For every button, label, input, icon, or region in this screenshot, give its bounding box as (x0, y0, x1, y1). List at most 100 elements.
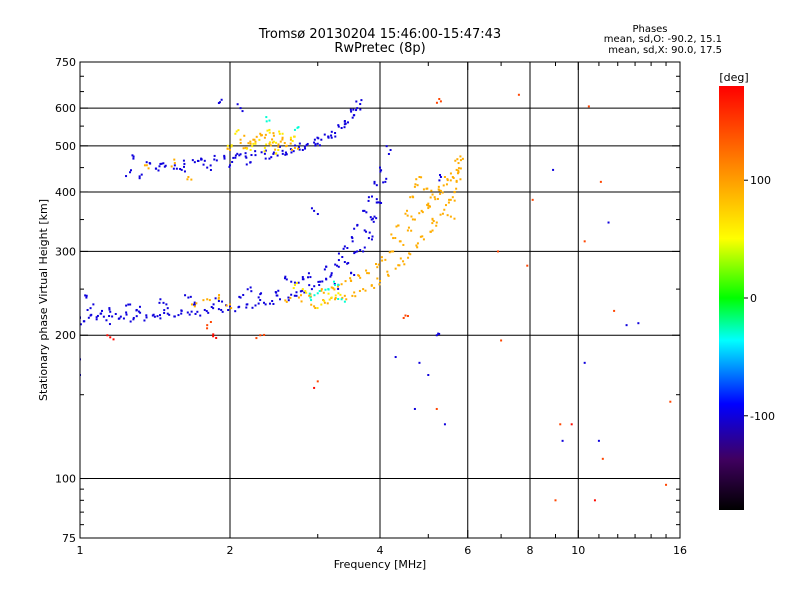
data-point-speckle (359, 108, 362, 111)
data-point-speckle (459, 167, 462, 170)
data-point (439, 189, 442, 192)
data-point (244, 155, 247, 158)
data-point (455, 180, 458, 183)
data-point (320, 138, 323, 141)
data-point (406, 229, 409, 232)
data-point-speckle (407, 256, 410, 259)
data-point-speckle (212, 333, 215, 336)
data-point-speckle (411, 195, 414, 198)
data-point (427, 202, 430, 205)
data-point-speckle (330, 134, 333, 137)
data-point-speckle (155, 167, 158, 170)
data-point (559, 423, 562, 426)
data-point-speckle (180, 312, 183, 315)
data-point-speckle (420, 176, 423, 179)
data-point (418, 361, 421, 364)
data-point-speckle (327, 288, 330, 291)
data-point-speckle (244, 152, 247, 155)
data-point-speckle (275, 152, 278, 155)
data-point-speckle (274, 148, 277, 151)
data-point-speckle (265, 116, 268, 119)
data-point (188, 313, 191, 316)
data-point-speckle (108, 307, 111, 310)
data-point-speckle (145, 164, 148, 167)
data-point-speckle (387, 152, 390, 155)
data-point-speckle (158, 165, 161, 168)
data-point-speckle (228, 165, 231, 168)
data-point-speckle (343, 126, 346, 129)
data-point-speckle (329, 275, 332, 278)
data-point (187, 296, 190, 299)
data-point-speckle (368, 231, 371, 234)
data-point-speckle (375, 198, 378, 201)
data-point (418, 175, 421, 178)
data-point-speckle (408, 252, 411, 255)
data-point-speckle (314, 143, 317, 146)
data-point-speckle (337, 124, 340, 127)
data-point (268, 119, 271, 122)
data-point (313, 141, 316, 144)
data-point-speckle (254, 150, 257, 153)
data-point-speckle (197, 159, 200, 162)
data-point-speckle (304, 147, 307, 150)
data-point (379, 166, 381, 169)
y-tick-label: 500 (55, 140, 76, 153)
data-point-speckle (278, 145, 281, 148)
data-point-speckle (119, 315, 122, 318)
data-point-speckle (379, 170, 382, 173)
data-point (517, 93, 520, 96)
colorbar-tick-label: 0 (750, 292, 757, 305)
data-point-speckle (360, 99, 363, 102)
data-point-speckle (217, 297, 220, 300)
data-point (367, 196, 370, 199)
data-point-speckle (431, 229, 434, 232)
data-point-speckle (156, 315, 159, 318)
data-point-speckle (279, 140, 282, 143)
data-point (272, 140, 275, 143)
data-point-speckle (241, 110, 244, 113)
data-point (281, 132, 284, 135)
data-point-speckle (326, 302, 329, 305)
data-point-speckle (247, 142, 250, 145)
data-point-speckle (177, 314, 180, 317)
data-point (392, 250, 395, 253)
data-point-speckle (253, 138, 256, 141)
data-point-speckle (251, 145, 254, 148)
data-point-speckle (234, 310, 237, 313)
data-point-speckle (323, 299, 326, 302)
data-point-speckle (157, 169, 160, 172)
data-point (435, 334, 438, 337)
data-point-speckle (202, 163, 205, 166)
data-point-speckle (260, 292, 263, 295)
data-point (330, 286, 333, 289)
axis-ticks: 1 2 4 6 8 10 16 75 100 200 300 400 500 600 750 (55, 56, 687, 557)
data-point-speckle (402, 243, 405, 246)
data-point (500, 339, 503, 342)
data-point-speckle (399, 257, 402, 260)
data-point-speckle (406, 315, 409, 318)
y-tick-label: 100 (55, 473, 76, 486)
data-point (343, 294, 346, 297)
data-point-speckle (403, 263, 406, 266)
data-point-speckle (339, 293, 342, 296)
data-point (353, 291, 356, 294)
data-point (427, 374, 430, 377)
x-tick-label: 2 (227, 544, 234, 557)
data-point-speckle (125, 311, 128, 314)
data-point-speckle (284, 275, 287, 278)
data-point-speckle (76, 314, 78, 316)
data-point-speckle (82, 320, 85, 323)
data-point-speckle (347, 261, 350, 264)
data-point (370, 218, 373, 221)
data-point-speckle (265, 143, 268, 146)
data-point (159, 298, 162, 301)
data-point (570, 423, 573, 426)
data-point-speckle (147, 167, 150, 170)
data-point (359, 103, 362, 106)
data-point-speckle (341, 296, 344, 299)
data-point-speckle (327, 292, 330, 295)
data-point (193, 305, 196, 308)
data-point-speckle (355, 109, 358, 112)
data-point-speckle (380, 169, 383, 172)
data-point (334, 298, 337, 301)
